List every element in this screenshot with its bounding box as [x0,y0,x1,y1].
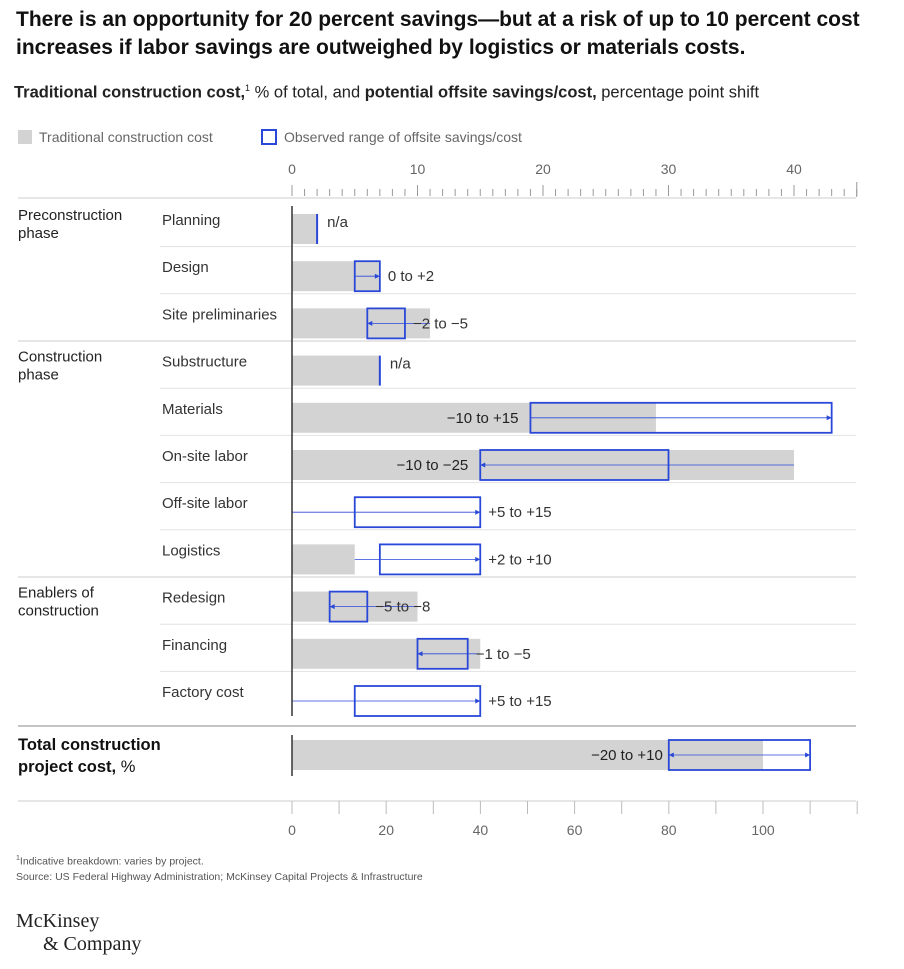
bottom-axis-tick-label: 0 [288,822,296,838]
range-arrowhead-factory-cost [475,698,481,704]
range-arrowhead-design [374,273,380,279]
range-label-off-site-labor: +5 to +15 [488,504,551,521]
category-label-on-site-labor: On-site labor [162,448,248,465]
bottom-axis-tick-label: 60 [567,822,583,838]
category-label-financing: Financing [162,637,227,654]
subtitle-text-4: percentage point shift [596,83,760,102]
category-label-planning: Planning [162,212,220,229]
range-label-planning: n/a [327,214,349,231]
range-arrowhead-site-preliminaries [367,320,373,326]
footnote-marker: 1 [16,855,20,862]
range-label-on-site-labor: −10 to −25 [397,457,469,474]
top-axis-tick-label: 0 [288,161,296,177]
category-label-logistics: Logistics [162,542,220,559]
bar-traditional-substructure [292,355,380,386]
top-axis-tick-label: 20 [535,161,551,177]
top-axis-tick-label: 30 [661,161,677,177]
subtitle-bold-1: Traditional construction cost, [14,83,246,102]
legend-item-observed: Observed range of offsite savings/cost [261,129,522,145]
range-arrowhead-logistics [475,556,481,562]
group-label-enablers-of-construction: Enablers of construction [18,585,99,620]
category-label-substructure: Substructure [162,354,247,371]
subtitle-bold-3: potential offsite savings/cost, [364,83,597,102]
range-label-redesign: −5 to −8 [375,599,430,616]
range-arrowhead-redesign [329,604,335,610]
range-arrowhead-on-site-labor [480,462,486,468]
bottom-axis-tick-label: 40 [473,822,489,838]
legend-label-observed: Observed range of offsite savings/cost [284,129,522,145]
logo-line-1: McKinsey [16,910,100,932]
group-label-construction-phase: Construction phase [18,349,102,384]
range-arrowhead-total-down [668,752,674,758]
footnote-text: Indicative breakdown: varies by project. [19,855,204,868]
subtitle-text-2: % of total, and [250,83,365,102]
legend-item-traditional: Traditional construction cost [18,129,213,145]
mckinsey-logo: McKinsey & Company [16,910,141,956]
range-arrowhead-off-site-labor [475,509,481,515]
range-arrowhead-financing [417,651,423,657]
legend-swatch-fill [18,130,32,144]
bar-traditional-planning [292,214,318,244]
category-label-factory-cost: Factory cost [162,684,245,701]
category-label-site-preliminaries: Site preliminaries [162,306,277,323]
footnote-line-1: 1Indicative breakdown: varies by project… [16,851,423,870]
range-label-factory-cost: +5 to +15 [488,693,551,710]
top-axis-tick-label: 10 [410,161,426,177]
bottom-axis-tick-label: 100 [751,822,775,838]
range-label-logistics: +2 to +10 [488,551,551,568]
logo-line-2: & Company [43,933,142,955]
group-label-preconstruction-phase: Preconstruction phase [18,207,122,242]
range-arrowhead-materials [826,415,832,421]
category-label-materials: Materials [162,401,223,418]
category-label-redesign: Redesign [162,590,225,607]
legend-label-traditional: Traditional construction cost [39,129,213,145]
range-label-design: 0 to +2 [388,268,434,285]
range-label-financing: −1 to −5 [476,646,531,663]
range-arrowhead-total-up [805,752,811,758]
bottom-axis-tick-label: 80 [661,822,677,838]
chart-title: There is an opportunity for 20 percent s… [16,8,860,59]
bar-traditional-logistics [292,544,355,575]
range-label-site-preliminaries: −2 to −5 [413,315,468,332]
category-label-off-site-labor: Off-site labor [162,495,248,512]
subtitle-footnote-ref: 1 [245,83,251,93]
total-category-label: Total construction project cost, % [18,736,161,776]
footnote: 1Indicative breakdown: varies by project… [16,851,423,885]
footnote-source: Source: US Federal Highway Administratio… [16,870,423,883]
range-label-substructure: n/a [390,356,412,373]
category-label-design: Design [162,259,209,276]
bottom-axis-tick-label: 20 [378,822,394,838]
range-label-total: −20 to +10 [591,747,663,764]
top-axis-tick-label: 40 [786,161,802,177]
range-label-materials: −10 to +15 [447,410,519,427]
chart-subtitle: Traditional construction cost,1 % of tot… [14,83,759,103]
legend-swatch-outline [261,129,277,145]
